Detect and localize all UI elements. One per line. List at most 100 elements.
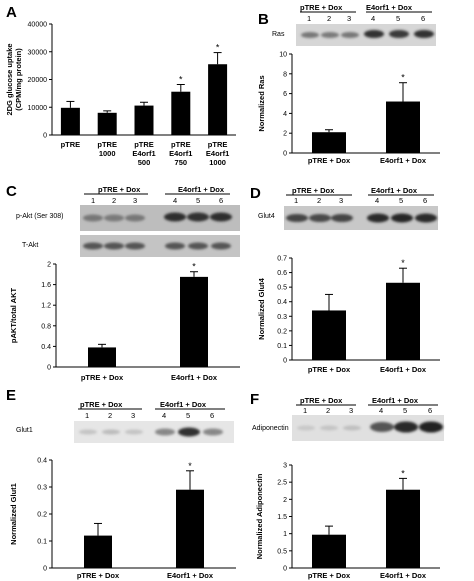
chart-f-ytick-label-2: 1 [283,531,287,538]
chart-d-category-label-1-0: E4orf1 + Dox [380,365,427,374]
blot-glut4-lane-4: 4 [375,196,379,205]
panel-label-e: E [6,387,16,404]
blot-akt-lane-3: 3 [133,196,137,205]
blot-takt-band-2 [104,242,124,250]
blot-glut1-band-1 [79,429,97,435]
chart-b-ytick-label-2: 4 [283,111,287,118]
chart-c-bar-0 [88,347,116,367]
blot-adiponectin-lane-5: 5 [403,406,407,415]
chart-a-bar-4 [208,64,228,135]
chart-c-ytick-label-3: 1.2 [41,303,51,310]
chart-f-category-label-1-0: E4orf1 + Dox [380,571,427,580]
chart-d-ytick-label-7: 0.7 [277,256,287,263]
blot-ras-group1-label: pTRE + Dox [300,3,343,12]
chart-e-bar-1 [176,489,204,568]
chart-b-ylabel-line-0: Normalized Ras [257,75,266,131]
chart-e-sig-star-1: * [188,461,192,471]
blot-ras-label: Ras [272,31,285,38]
blot-glut4-band-5 [391,213,413,223]
chart-a-category-label-3-1: E4orf1 [169,149,192,158]
chart-d-ytick-label-0: 0 [283,358,287,365]
blot-adiponectin-lane-1: 1 [303,406,307,415]
chart-a-category-label-3-0: pTRE [171,140,191,149]
blot-glut4-band-1 [286,214,308,222]
chart-c-ylabel-line-0: pAKT/total AKT [9,288,18,344]
chart-f-ytick-label-3: 1.5 [277,514,287,521]
chart-a: 0 10000 20000 30000 40000 2DG glucose uptake(… [5,22,236,167]
blot-glut1: pTRE + Dox E4orf1 + Dox 1 2 3 4 5 6 Glut… [16,400,234,443]
chart-f-ytick-label-4: 2 [283,497,287,504]
chart-d: 0 0.1 0.2 0.3 0.4 0.5 0.6 0.7 Normalized Glut4 pT… [257,256,440,374]
chart-a-category-label-2-0: pTRE [134,140,154,149]
blot-ras-band-6 [414,30,434,38]
blot-glut1-lane-6: 6 [210,411,214,420]
blot-takt-membrane [80,235,240,257]
blot-akt-lane-2: 2 [112,196,116,205]
blot-akt-lane-6: 6 [219,196,223,205]
blot-ras-band-3 [341,32,359,38]
blot-adiponectin-lane-2: 2 [326,406,330,415]
blot-glut1-lane-4: 4 [162,411,166,420]
chart-b-category-label-1-0: E4orf1 + Dox [380,156,427,165]
blot-glut4-label: Glut4 [258,213,275,220]
blot-adiponectin-band-2 [320,425,338,431]
blot-pakt-band-4 [164,212,186,222]
chart-b-ytick-label-5: 10 [279,52,287,59]
chart-f-category-label-0-0: pTRE + Dox [308,571,351,580]
chart-d-ytick-label-4: 0.4 [277,299,287,306]
blot-adiponectin-lane-3: 3 [349,406,353,415]
blot-glut1-band-6 [203,428,223,436]
blot-adiponectin: pTRE + Dox E4orf1 + Dox 1 2 3 4 5 6 Adip… [252,396,444,441]
chart-f-ytick-label-1: 0.5 [277,548,287,555]
blot-adiponectin-band-6 [419,421,443,433]
chart-b-bar-1 [386,101,420,153]
blot-akt-lane-4: 4 [173,196,177,205]
blot-glut1-lane-2: 2 [108,411,112,420]
chart-a-ytick-label-4: 40000 [28,22,48,29]
chart-b-ytick-label-1: 2 [283,131,287,138]
chart-a-category-label-1-1: 1000 [99,149,116,158]
chart-e-ytick-label-4: 0.4 [37,458,47,465]
blot-takt-label: T-Akt [22,242,38,249]
blot-ras-band-1 [301,32,319,38]
chart-a-category-label-2-1: E4orf1 [132,149,155,158]
blot-ras: pTRE + Dox E4orf1 + Dox 1 2 3 4 5 6 Ras [272,3,436,46]
blot-glut1-group2-label: E4orf1 + Dox [160,400,207,409]
chart-c-ytick-label-1: 0.4 [41,344,51,351]
chart-e-category-label-0-0: pTRE + Dox [77,571,120,580]
blot-pakt-band-1 [83,214,103,222]
chart-a-bar-0 [60,107,80,135]
chart-e-ylabel-line-0: Normalized Glut1 [9,483,18,545]
chart-e-bar-0 [84,535,112,568]
blot-glut1-label: Glut1 [16,427,33,434]
chart-c-ytick-label-0: 0 [47,365,51,372]
blot-adiponectin-lane-4: 4 [379,406,383,415]
blot-akt-lane-1: 1 [91,196,95,205]
blot-glut4-lane-5: 5 [399,196,403,205]
chart-c-bar-1 [180,276,208,367]
blot-ras-lane-5: 5 [396,14,400,23]
blot-adiponectin-band-1 [297,425,315,431]
chart-c-ytick-label-2: 0.8 [41,323,51,330]
chart-a-category-label-3-2: 750 [175,158,188,167]
chart-d-ytick-label-3: 0.3 [277,314,287,321]
panel-label-a: A [6,4,17,21]
blot-glut4-lane-3: 3 [339,196,343,205]
blot-pakt-label: p-Akt (Ser 308) [16,213,63,220]
chart-e-ytick-label-1: 0.1 [37,539,47,546]
blot-ras-group2-label: E4orf1 + Dox [366,3,413,12]
blot-adiponectin-lane-6: 6 [428,406,432,415]
chart-a-ytick-label-1: 10000 [28,105,48,112]
blot-adiponectin-band-4 [370,422,394,432]
chart-b-ytick-label-0: 0 [283,151,287,158]
blot-adiponectin-band-5 [394,421,418,433]
blot-glut4-lane-1: 1 [294,196,298,205]
blot-glut1-lane-1: 1 [85,411,89,420]
chart-e: 0 0.1 0.2 0.3 0.4 Normalized Glut1 pTRE + Dox *… [9,458,236,580]
chart-f-ytick-label-6: 3 [283,463,287,470]
blot-glut1-band-5 [178,427,200,437]
chart-a-sig-star-4: * [216,43,220,53]
blot-adiponectin-membrane [292,415,444,441]
chart-a-ytick-label-0: 0 [43,133,47,140]
